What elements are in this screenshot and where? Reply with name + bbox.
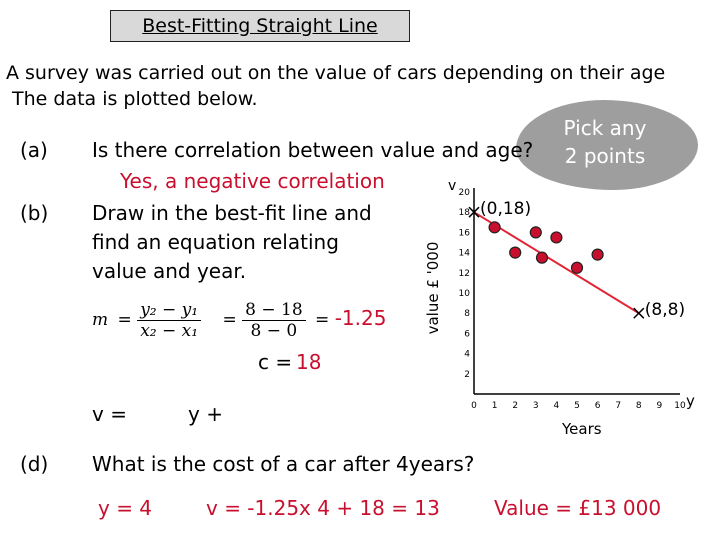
marked-point-cross	[468, 206, 480, 218]
question-d-given: y = 4	[98, 496, 153, 520]
y-axis-letter: v	[448, 178, 456, 194]
question-b-line-3: value and year.	[92, 259, 247, 283]
question-d-working: v = -1.25x 4 + 18 = 13	[206, 496, 440, 520]
gradient-symbolic-fraction: y₂ − y₁ x₂ − x₁	[137, 300, 202, 341]
gradient-m: m	[92, 310, 109, 330]
y-tick-label: 8	[464, 309, 470, 319]
gradient-result: -1.25	[334, 306, 387, 330]
bubble-line-2: 2 points	[564, 144, 646, 168]
x-tick-label: 3	[533, 401, 539, 411]
y-tick-label: 12	[459, 269, 470, 279]
x-tick-label: 9	[657, 401, 663, 411]
gradient-value-fraction: 8 − 18 8 − 0	[242, 300, 306, 341]
y-tick-label: 18	[459, 208, 471, 218]
question-b-line-1: Draw in the best-fit line and	[92, 201, 372, 225]
gradient-formula: m = y₂ − y₁ x₂ − x₁ = 8 − 18 8 − 0 = -1.…	[92, 300, 386, 341]
data-point	[529, 226, 542, 239]
equation-v: v =	[92, 402, 127, 426]
y-tick-label: 6	[464, 329, 470, 339]
gradient-den-symbolic: x₂ − x₁	[140, 321, 199, 341]
marked-point-cross	[633, 307, 645, 319]
question-a-answer: Yes, a negative correlation	[120, 169, 385, 193]
equation-y: y +	[188, 402, 223, 426]
x-tick-label: 5	[574, 401, 580, 411]
data-point	[550, 231, 563, 244]
gradient-equals-2: =	[222, 310, 237, 330]
gradient-equals-1: =	[117, 310, 132, 330]
data-point	[509, 246, 522, 259]
data-point	[570, 261, 584, 274]
data-point	[591, 248, 604, 261]
question-d-text: What is the cost of a car after 4years?	[92, 452, 475, 476]
x-axis-label: Years	[561, 420, 602, 438]
y-tick-label: 2	[464, 370, 470, 380]
y-tick-label: 4	[464, 350, 470, 360]
data-point	[488, 221, 501, 234]
x-tick-label: 7	[615, 401, 621, 411]
x-tick-label: 4	[554, 401, 560, 411]
gradient-equals-3: =	[315, 310, 330, 330]
bubble-text: Pick any 2 points	[540, 114, 670, 170]
question-b-line-2: find an equation relating	[92, 230, 339, 254]
question-a-label: (a)	[20, 138, 48, 162]
intro-line-2: The data is plotted below.	[12, 88, 258, 110]
bubble-line-1: Pick any	[563, 116, 647, 140]
x-tick-label: 2	[512, 401, 518, 411]
x-tick-label: 8	[636, 401, 642, 411]
intro-line-1: A survey was carried out on the value of…	[6, 62, 666, 84]
y-tick-label: 20	[459, 188, 471, 198]
gradient-den-value: 8 − 0	[250, 321, 298, 341]
chart-root: 0 1 2 3 4 5 6 7 8 9 102468101214161820vyYearsvalue…	[424, 178, 695, 438]
y-tick-label: 10	[459, 289, 471, 299]
intercept-value: 18	[296, 350, 322, 374]
x-tick-label: 1	[492, 401, 498, 411]
speech-bubble	[522, 106, 692, 184]
question-d-answer: Value = £13 000	[494, 496, 662, 520]
x-tick-label: 0	[471, 401, 477, 411]
x-axis-letter: y	[686, 392, 695, 410]
gradient-num-symbolic: y₂ − y₁	[137, 300, 202, 321]
gradient-num-value: 8 − 18	[242, 300, 306, 321]
marked-point-label: (0,18)	[480, 199, 531, 219]
page-title: Best-Fitting Straight Line	[110, 10, 410, 42]
marked-point-label: (8,8)	[645, 300, 685, 320]
y-tick-label: 14	[459, 249, 471, 259]
question-a-text: Is there correlation between value and a…	[92, 138, 534, 162]
y-tick-label: 16	[459, 228, 471, 238]
data-point	[535, 251, 549, 264]
x-tick-label: 6	[595, 401, 601, 411]
x-tick-label: 10	[674, 401, 686, 411]
best-fit-line	[473, 211, 640, 315]
question-b-label: (b)	[20, 201, 49, 225]
y-axis-label: value £ '000	[424, 242, 442, 335]
intercept-label: c =	[258, 350, 293, 374]
question-d-label: (d)	[20, 452, 49, 476]
